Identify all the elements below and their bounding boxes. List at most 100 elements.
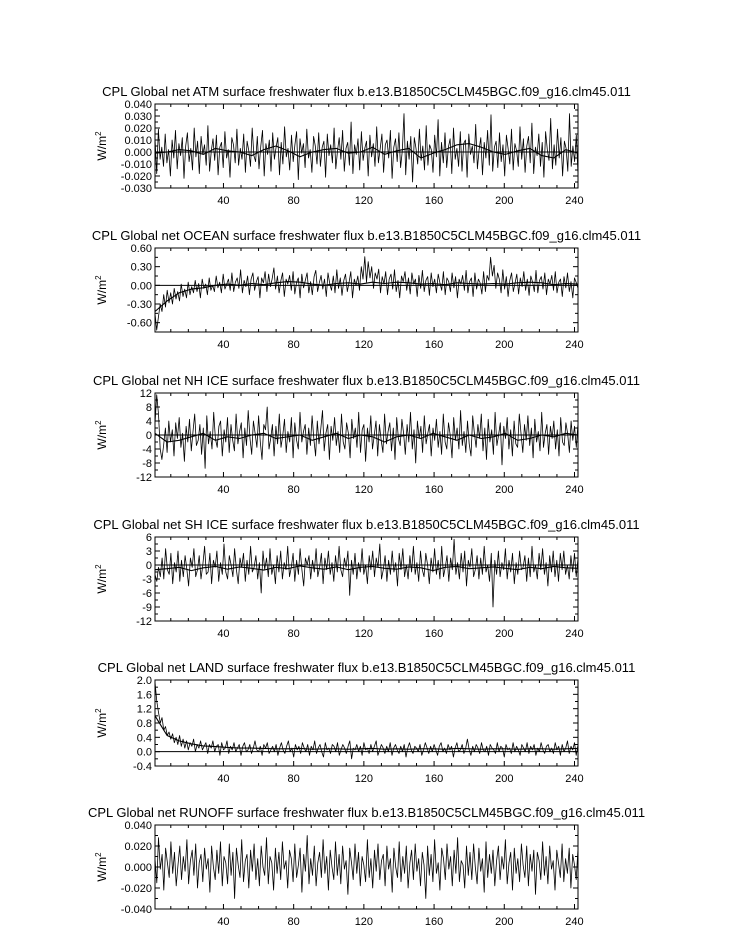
y-tick-label: 1.6 <box>137 689 152 701</box>
y-tick-label: 0.020 <box>124 123 152 135</box>
x-tick-label: 80 <box>288 628 300 640</box>
chart-title: CPL Global net OCEAN surface freshwater … <box>92 228 641 243</box>
y-tick-label: -8 <box>142 458 152 470</box>
y-tick-label: -0.4 <box>133 761 152 773</box>
chart-panel-3: CPL Global net NH ICE surface freshwater… <box>93 373 640 496</box>
x-tick-label: 40 <box>217 195 229 207</box>
y-tick-label: 0.000 <box>124 147 152 159</box>
x-tick-label: 40 <box>217 628 229 640</box>
chart-panel-4: CPL Global net SH ICE surface freshwater… <box>93 517 639 640</box>
y-tick-label: -4 <box>142 444 152 456</box>
y-tick-label: 0.30 <box>131 262 152 274</box>
y-tick-label: -0.020 <box>121 171 152 183</box>
x-tick-label: 80 <box>288 339 300 351</box>
y-tick-label: 0.4 <box>137 732 152 744</box>
chart-panel-6: CPL Global net RUNOFF surface freshwater… <box>88 805 645 928</box>
x-tick-label: 160 <box>425 916 443 928</box>
y-tick-label: 1.2 <box>137 704 152 716</box>
y-tick-label: -3 <box>142 574 152 586</box>
series-line-monthly <box>154 538 579 608</box>
y-tick-label: 0.8 <box>137 718 152 730</box>
x-tick-label: 120 <box>355 484 373 496</box>
chart-title: CPL Global net LAND surface freshwater f… <box>98 660 636 675</box>
y-axis-label: W/m2 <box>94 852 109 882</box>
y-tick-label: 0.010 <box>124 135 152 147</box>
x-tick-label: 120 <box>355 628 373 640</box>
x-tick-label: 240 <box>565 628 583 640</box>
x-tick-label: 160 <box>425 628 443 640</box>
series-line-annual-mean <box>154 143 579 159</box>
x-tick-label: 80 <box>288 484 300 496</box>
series-line-monthly <box>154 113 579 183</box>
y-tick-label: 2.0 <box>137 675 152 687</box>
x-tick-label: 160 <box>425 195 443 207</box>
y-tick-label: -0.010 <box>121 159 152 171</box>
chart-title: CPL Global net ATM surface freshwater fl… <box>102 84 631 99</box>
y-tick-label: 12 <box>140 388 152 400</box>
x-tick-label: 80 <box>288 773 300 785</box>
y-tick-label: 0.000 <box>124 862 152 874</box>
y-tick-label: 0 <box>146 560 152 572</box>
x-tick-label: 120 <box>355 773 373 785</box>
y-tick-label: 4 <box>146 416 152 428</box>
y-axis-label: W/m2 <box>94 420 109 450</box>
x-tick-label: 200 <box>495 628 513 640</box>
series-line-annual-mean <box>154 432 579 443</box>
x-tick-label: 200 <box>495 773 513 785</box>
series-line-monthly <box>154 394 579 469</box>
y-tick-label: -0.60 <box>127 318 152 330</box>
y-tick-label: -0.30 <box>127 299 152 311</box>
chart-title: CPL Global net RUNOFF surface freshwater… <box>88 805 645 820</box>
chart-panel-5: CPL Global net LAND surface freshwater f… <box>94 660 635 785</box>
chart-title: CPL Global net NH ICE surface freshwater… <box>93 373 640 388</box>
chart-title: CPL Global net SH ICE surface freshwater… <box>93 517 639 532</box>
x-tick-label: 200 <box>495 195 513 207</box>
y-tick-label: 0.040 <box>124 99 152 111</box>
x-tick-label: 120 <box>355 916 373 928</box>
y-tick-label: 0.0 <box>137 747 152 759</box>
y-tick-label: -0.040 <box>121 904 152 916</box>
x-tick-label: 240 <box>565 195 583 207</box>
x-tick-label: 80 <box>288 195 300 207</box>
y-axis-label: W/m2 <box>94 564 109 594</box>
y-tick-label: 0.040 <box>124 820 152 832</box>
y-tick-label: -12 <box>136 616 152 628</box>
plot-frame <box>154 679 579 767</box>
x-tick-label: 240 <box>565 916 583 928</box>
plot-frame <box>154 247 579 333</box>
series-line-annual-mean <box>154 715 579 750</box>
x-tick-label: 240 <box>565 773 583 785</box>
y-axis-label: W/m2 <box>94 275 109 305</box>
x-tick-label: 240 <box>565 484 583 496</box>
chart-panel-2: CPL Global net OCEAN surface freshwater … <box>92 228 641 351</box>
y-tick-label: 6 <box>146 532 152 544</box>
y-tick-label: -6 <box>142 588 152 600</box>
y-tick-label: 8 <box>146 402 152 414</box>
x-tick-label: 160 <box>425 484 443 496</box>
y-tick-label: -12 <box>136 472 152 484</box>
x-tick-label: 80 <box>288 916 300 928</box>
x-tick-label: 40 <box>217 484 229 496</box>
x-tick-label: 240 <box>565 339 583 351</box>
y-tick-label: -0.020 <box>121 883 152 895</box>
series-line-annual-mean <box>154 565 579 572</box>
series-line-annual-mean <box>154 281 579 312</box>
y-axis-label: W/m2 <box>94 131 109 161</box>
x-tick-label: 120 <box>355 339 373 351</box>
x-tick-label: 40 <box>217 916 229 928</box>
y-tick-label: -0.030 <box>121 183 152 195</box>
y-tick-label: 3 <box>146 546 152 558</box>
x-tick-label: 40 <box>217 773 229 785</box>
x-tick-label: 200 <box>495 339 513 351</box>
x-tick-label: 160 <box>425 773 443 785</box>
series-line-monthly <box>154 256 579 331</box>
series-line-monthly <box>154 835 579 899</box>
x-tick-label: 120 <box>355 195 373 207</box>
y-tick-label: 0.030 <box>124 111 152 123</box>
y-axis-label: W/m2 <box>94 708 109 738</box>
y-tick-label: 0.60 <box>131 243 152 255</box>
y-tick-label: 0.020 <box>124 841 152 853</box>
x-tick-label: 160 <box>425 339 443 351</box>
y-tick-label: 0 <box>146 430 152 442</box>
